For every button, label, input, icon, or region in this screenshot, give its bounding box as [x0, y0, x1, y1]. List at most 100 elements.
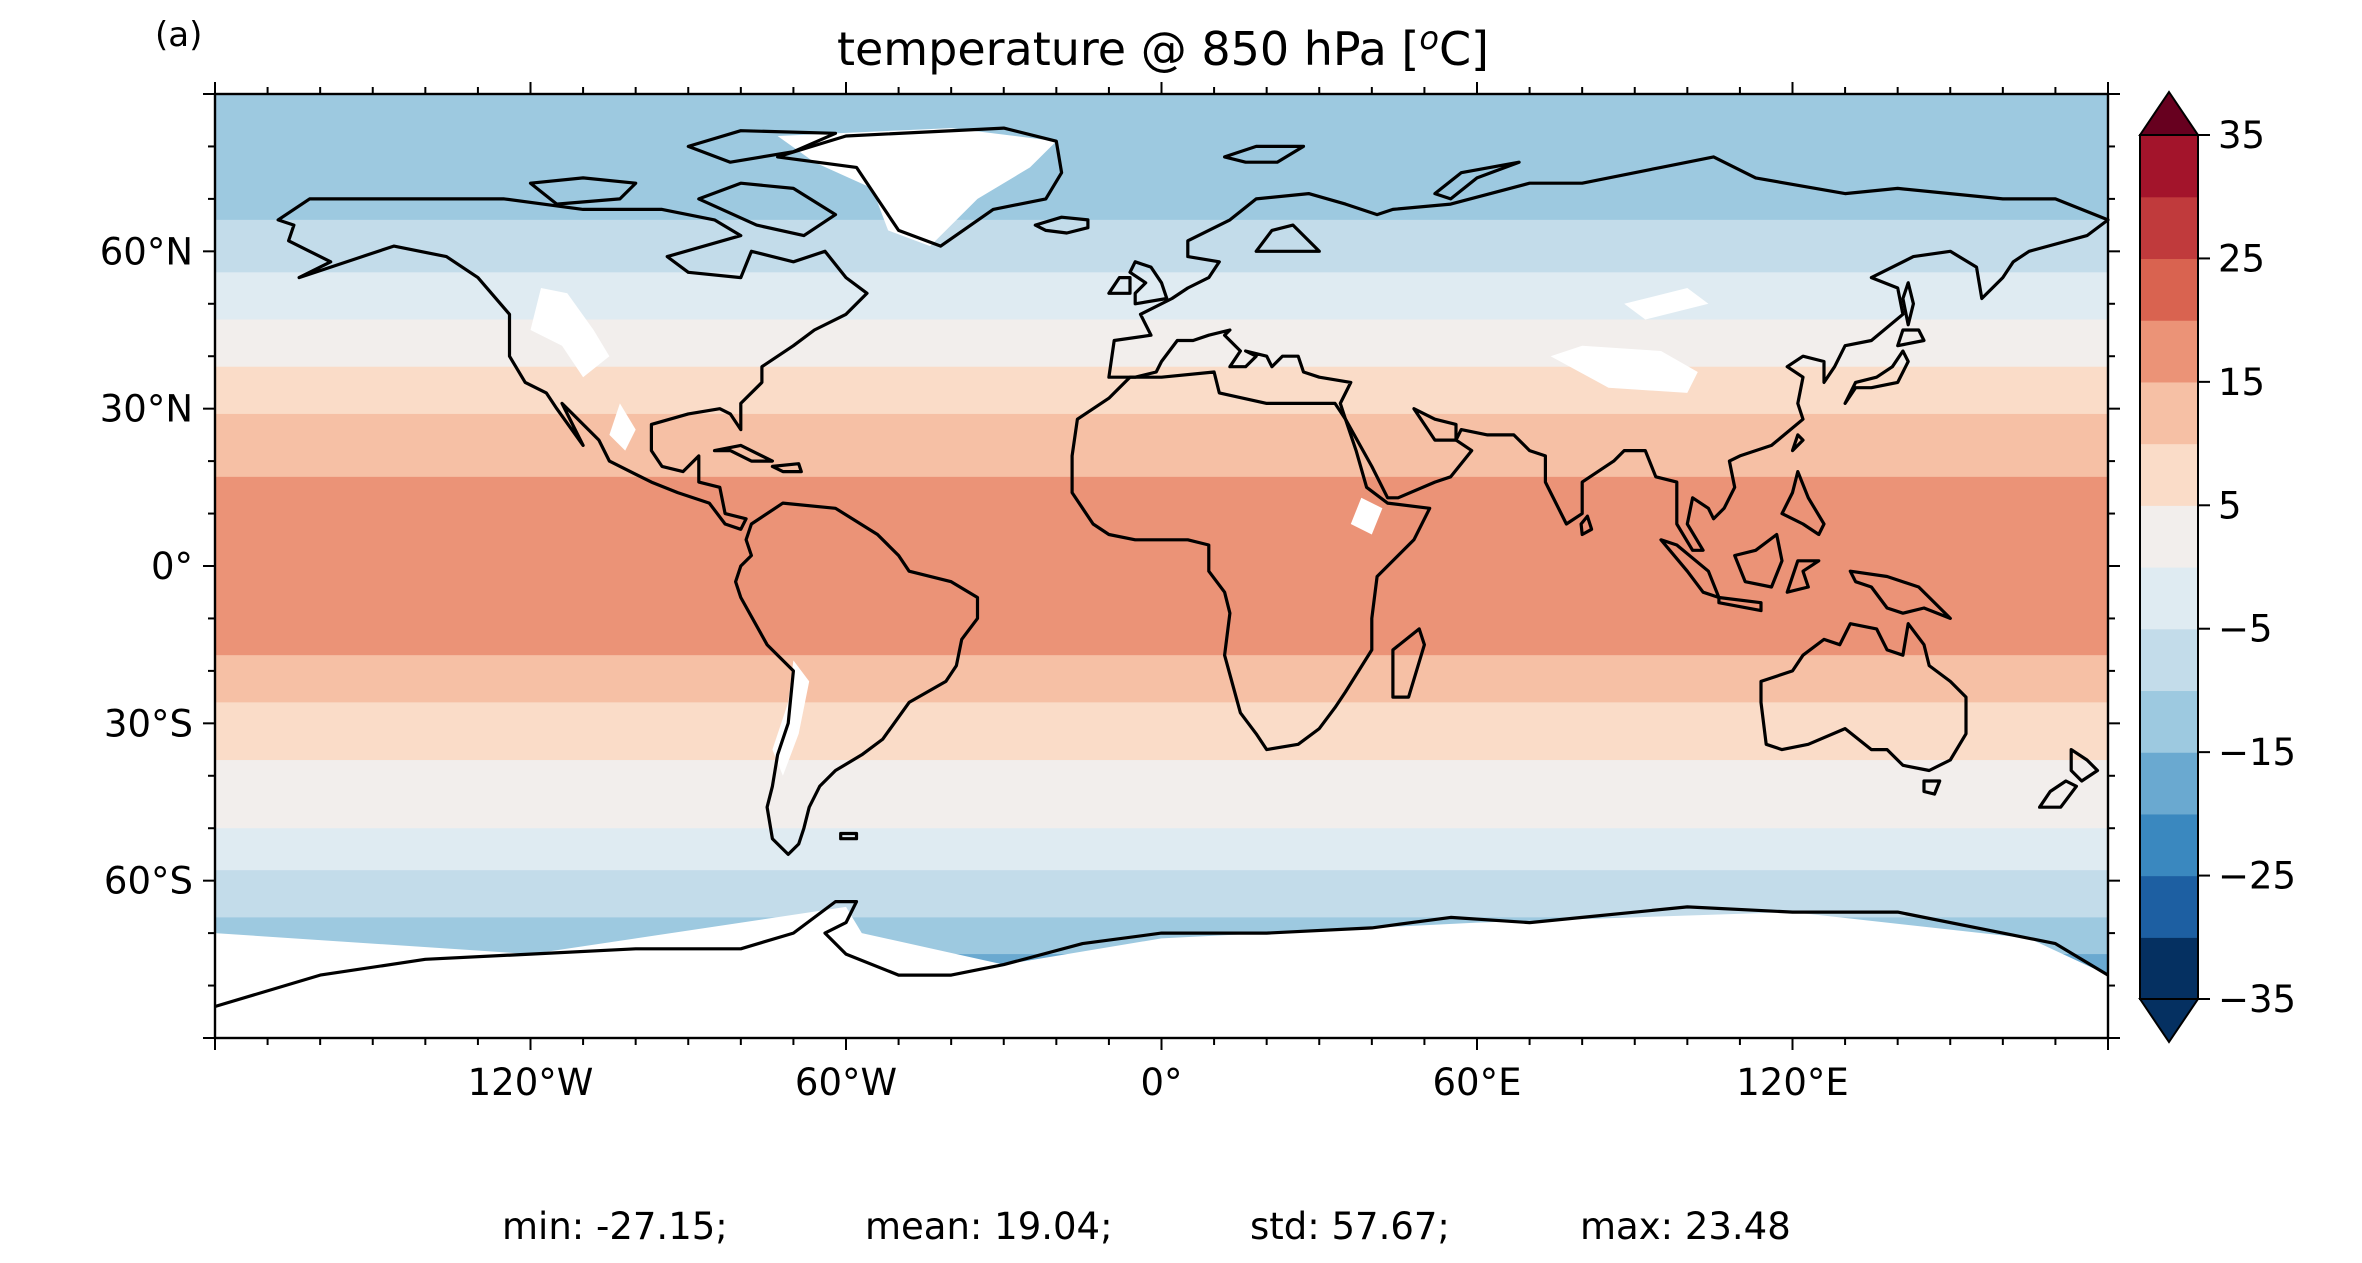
colorbar-tick-label: −25 [2218, 855, 2296, 898]
temperature-band [215, 655, 2108, 703]
map-tick-marks [203, 82, 2120, 1050]
coastline [1128, 260, 1169, 306]
coastline [1780, 470, 1826, 537]
coastline [733, 501, 980, 857]
colorbar-tick-label: −35 [2218, 978, 2296, 1021]
coastline [528, 176, 638, 206]
temperature-band [215, 125, 2108, 221]
coastline [1222, 144, 1306, 164]
coastline [1070, 370, 1432, 752]
latitude-tick-labels: 60°N 30°N 0° 30°S 60°S [100, 230, 193, 902]
map-title: temperature @ 850 hPa [oC] [837, 19, 1489, 76]
temperature-band [215, 413, 2108, 478]
coastline [712, 443, 775, 463]
longitude-tick-label: 60°W [795, 1061, 897, 1104]
temperature-band [215, 272, 2108, 321]
summary-statistics: min: -27.15; mean: 19.04; std: 57.67; ma… [502, 1205, 1791, 1248]
coastline [1391, 627, 1427, 699]
longitude-tick-label: 120°W [468, 1061, 594, 1104]
coastline [1579, 514, 1594, 537]
temperature-band [215, 702, 2108, 761]
coastline [1922, 779, 1942, 796]
coastline [1901, 281, 1916, 327]
missing-data-patch [609, 403, 636, 451]
temperature-band [215, 828, 2108, 871]
longitude-tick-label: 60°E [1433, 1061, 1522, 1104]
temperature-band [215, 366, 2108, 415]
coastline [1033, 215, 1090, 235]
colorbar-segment [2140, 813, 2198, 877]
temperature-band [215, 476, 2108, 656]
coastline [1848, 569, 1952, 621]
missing-data-patches [215, 128, 2108, 1038]
missing-data-patch [777, 128, 1057, 247]
colorbar-tick-labels: 35 25 15 5 −5 −15 −25 −35 [2218, 114, 2296, 1021]
colorbar-tick-label: 5 [2218, 484, 2242, 527]
coastline [770, 462, 803, 474]
coastline [2069, 747, 2100, 783]
coastline [1733, 532, 1784, 589]
latitude-tick-label: 60°N [100, 230, 193, 273]
coastline [1790, 433, 1805, 453]
colorbar-tick-marks [2198, 134, 2210, 1000]
colorbar-frame [2139, 134, 2199, 1000]
temperature-field [215, 94, 2108, 1039]
stat-max: max: 23.48 [1580, 1205, 1791, 1248]
stat-std: std: 57.67; [1250, 1205, 1450, 1248]
colorbar-segment [2140, 196, 2198, 260]
colorbar-segment [2140, 752, 2198, 815]
colorbar-tick-label: 35 [2218, 114, 2265, 157]
colorbar-extend-max [2138, 90, 2200, 136]
coastline [697, 181, 838, 238]
coastline [839, 831, 859, 841]
colorbar-segment [2140, 505, 2198, 568]
coastline [1785, 559, 1821, 594]
missing-data-patch [530, 288, 610, 378]
longitude-tick-labels: 120°W 60°W 0° 60°E 120°E [468, 1061, 1849, 1104]
coastline [1843, 349, 1910, 405]
colorbar-tick-label: −5 [2218, 608, 2273, 651]
latitude-tick-label: 0° [151, 545, 193, 588]
colorbar-segment [2140, 381, 2198, 445]
temperature-band [215, 870, 2108, 918]
stat-min: min: -27.15; [502, 1205, 728, 1248]
missing-data-patch [1624, 288, 1709, 320]
colorbar-segment [2140, 443, 2198, 506]
coastlines [214, 126, 2110, 1009]
coastline [1717, 595, 1763, 613]
colorbar-tick-label: 25 [2218, 237, 2265, 280]
coastline [1107, 276, 1132, 295]
colorbar-segment [2140, 875, 2198, 938]
coastline [1896, 328, 1926, 348]
coastline [214, 899, 2109, 1009]
colorbar-segment [2140, 320, 2198, 383]
colorbar-tick-label: 15 [2218, 361, 2265, 404]
coastline [1412, 407, 1458, 442]
temperature-band [215, 219, 2108, 273]
coastline [1107, 155, 2110, 552]
colorbar-segment [2140, 258, 2198, 321]
latitude-tick-label: 30°S [104, 702, 193, 745]
latitude-tick-label: 30°N [100, 388, 193, 431]
coastline [1433, 160, 1521, 201]
coastline [276, 197, 869, 531]
panel-label: (a) [155, 15, 202, 55]
colorbar-segment [2140, 135, 2198, 198]
missing-data-patch [215, 906, 2108, 1038]
colorbar-segment [2140, 937, 2198, 1000]
coastline [2037, 779, 2078, 809]
colorbar-extend-min [2138, 998, 2200, 1044]
coastline [1254, 223, 1321, 253]
colorbar-tick-label: −15 [2218, 731, 2296, 774]
longitude-tick-label: 120°E [1736, 1061, 1849, 1104]
temperature-map [213, 92, 2110, 1040]
colorbar: 35 25 15 5 −5 −15 −25 −35 [2138, 90, 2296, 1044]
coastline [775, 126, 1064, 248]
longitude-tick-label: 0° [1140, 1061, 1182, 1104]
missing-data-patch [1350, 497, 1383, 535]
colorbar-segment [2140, 690, 2198, 753]
colorbar-segment [2140, 567, 2198, 630]
missing-data-patch [1550, 345, 1698, 393]
stat-mean: mean: 19.04; [865, 1205, 1113, 1248]
